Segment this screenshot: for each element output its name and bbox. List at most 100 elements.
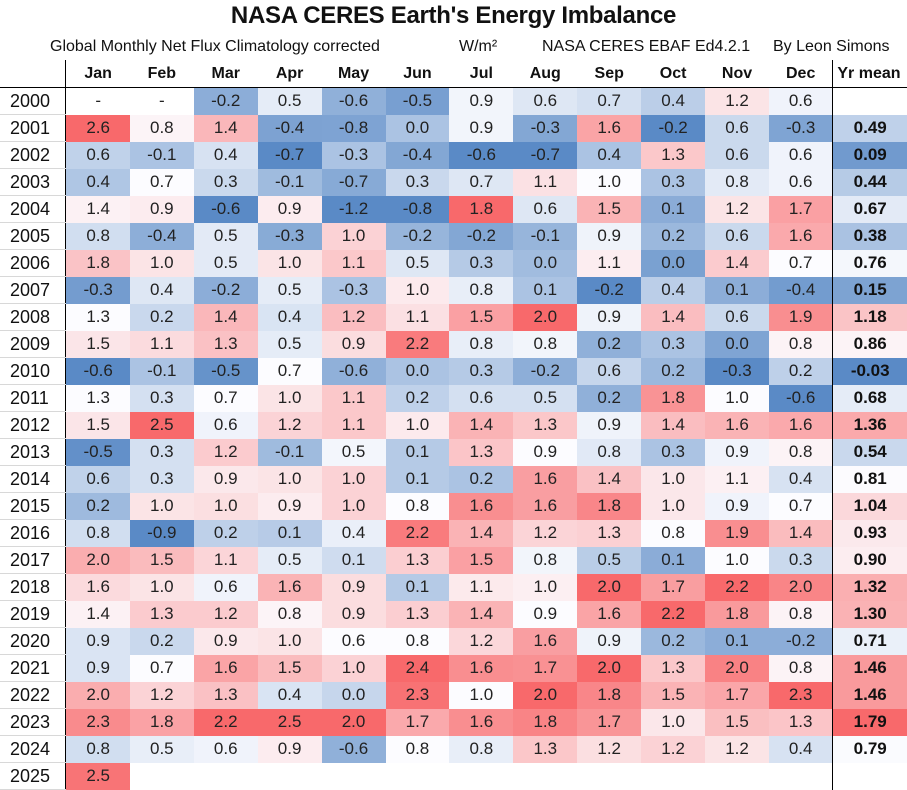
column-header-may: May bbox=[321, 60, 386, 88]
yearly-mean-cell: 0.67 bbox=[832, 195, 907, 223]
heatmap-cell: 0.2 bbox=[768, 357, 833, 385]
heatmap-cell: 0.8 bbox=[513, 546, 578, 574]
heatmap-cell: 1.6 bbox=[449, 708, 514, 736]
heatmap-cell: 1.5 bbox=[65, 411, 130, 439]
yearly-mean-cell: 0.54 bbox=[832, 438, 907, 466]
heatmap-cell: 1.2 bbox=[705, 87, 769, 115]
heatmap-cell: -0.2 bbox=[577, 276, 642, 304]
heatmap-cell: 1.0 bbox=[257, 465, 322, 493]
heatmap-cell: 1.5 bbox=[257, 654, 322, 682]
heatmap-cell: 0.9 bbox=[193, 465, 258, 493]
heatmap-cell: 2.6 bbox=[65, 114, 130, 142]
heatmap-cell: - bbox=[65, 87, 130, 115]
heatmap-cell: 1.3 bbox=[65, 384, 130, 412]
heatmap-cell: 2.5 bbox=[65, 762, 130, 790]
heatmap-cell: 0.0 bbox=[641, 249, 706, 277]
heatmap-cell: 0.1 bbox=[385, 438, 450, 466]
heatmap-cell: 1.6 bbox=[513, 492, 578, 520]
heatmap-cell: 0.5 bbox=[257, 276, 322, 304]
heatmap-cell: 1.3 bbox=[193, 330, 258, 358]
year-label: 2013 bbox=[0, 438, 66, 466]
heatmap-cell: -0.1 bbox=[513, 222, 578, 250]
heatmap-cell: 0.7 bbox=[768, 249, 833, 277]
heatmap-cell: 1.6 bbox=[768, 411, 833, 439]
heatmap-cell: 1.9 bbox=[768, 303, 833, 331]
heatmap-cell: 1.7 bbox=[768, 195, 833, 223]
heatmap-cell: 0.8 bbox=[385, 627, 450, 655]
heatmap-cell: 1.4 bbox=[768, 519, 833, 547]
heatmap-cell: 0.5 bbox=[257, 87, 322, 115]
yearly-mean-cell: 0.49 bbox=[832, 114, 907, 142]
year-label: 2004 bbox=[0, 195, 66, 223]
yearly-mean-cell: 0.90 bbox=[832, 546, 907, 574]
heatmap-cell: 2.0 bbox=[705, 654, 769, 682]
heatmap-cell: -0.2 bbox=[641, 114, 706, 142]
heatmap-cell: -0.3 bbox=[257, 222, 322, 250]
heatmap-cell: 1.6 bbox=[193, 654, 258, 682]
heatmap-cell: 1.0 bbox=[641, 465, 706, 493]
column-header-mar: Mar bbox=[193, 60, 258, 88]
heatmap-cell: 1.0 bbox=[129, 249, 194, 277]
heatmap-cell: 1.0 bbox=[641, 708, 706, 736]
column-header-yr-mean: Yr mean bbox=[832, 60, 907, 88]
year-label: 2010 bbox=[0, 357, 66, 385]
heatmap-cell: 0.5 bbox=[385, 249, 450, 277]
heatmap-cell: 1.4 bbox=[705, 249, 769, 277]
heatmap-cell: 0.4 bbox=[193, 141, 258, 169]
year-label: 2002 bbox=[0, 141, 66, 169]
heatmap-cell: -0.1 bbox=[129, 357, 194, 385]
heatmap-cell: 2.0 bbox=[513, 681, 578, 709]
heatmap-cell: 0.3 bbox=[641, 168, 706, 196]
heatmap-cell: 0.8 bbox=[257, 600, 322, 628]
table-row: 2019 1.4 1.3 1.2 0.8 0.9 1.3 1.4 0.9 1.6 2.2 1.8 0.8… bbox=[0, 600, 907, 628]
heatmap-cell: -0.3 bbox=[705, 357, 769, 385]
heatmap-cell: 1.4 bbox=[641, 411, 706, 439]
yearly-mean-cell: 0.93 bbox=[832, 519, 907, 547]
heatmap-cell: 0.8 bbox=[577, 438, 642, 466]
heatmap-cell: 0.4 bbox=[641, 276, 706, 304]
heatmap-cell: 1.3 bbox=[768, 708, 833, 736]
yearly-mean-cell: 1.46 bbox=[832, 654, 907, 682]
heatmap-cell: 1.2 bbox=[705, 195, 769, 223]
yearly-mean-cell: 0.86 bbox=[832, 330, 907, 358]
table-row: 2009 1.5 1.1 1.3 0.5 0.9 2.2 0.8 0.8 0.2 0.3 0.0 0.8… bbox=[0, 330, 907, 358]
heatmap-cell: 0.9 bbox=[705, 492, 769, 520]
heatmap-cell bbox=[513, 763, 577, 790]
yearly-mean-cell: 0.38 bbox=[832, 222, 907, 250]
heatmap-cell: 0.7 bbox=[257, 357, 322, 385]
heatmap-cell: 1.3 bbox=[641, 654, 706, 682]
year-label: 2006 bbox=[0, 249, 66, 277]
column-header-apr: Apr bbox=[257, 60, 322, 88]
heatmap-cell: 0.9 bbox=[193, 627, 258, 655]
heatmap-cell: -0.3 bbox=[321, 276, 386, 304]
heatmap-cell: 0.8 bbox=[65, 735, 130, 763]
heatmap-cell: 1.5 bbox=[129, 546, 194, 574]
table-row: 2022 2.0 1.2 1.3 0.4 0.0 2.3 1.0 2.0 1.8 1.5 1.7 2.3… bbox=[0, 681, 907, 709]
heatmap-cell: 0.6 bbox=[65, 141, 130, 169]
heatmap-cell: -0.2 bbox=[513, 357, 578, 385]
heatmap-cell: -1.2 bbox=[321, 195, 386, 223]
heatmap-cell: 2.3 bbox=[768, 681, 833, 709]
heatmap-cell: 1.2 bbox=[193, 438, 258, 466]
heatmap-cell: 0.4 bbox=[321, 519, 386, 547]
heatmap-cell bbox=[194, 763, 258, 790]
heatmap-cell: 1.0 bbox=[577, 168, 642, 196]
yearly-mean-cell: 0.81 bbox=[832, 465, 907, 493]
heatmap-table: Jan Feb Mar Apr May Jun Jul Aug Sep Oct Nov Dec Yr m… bbox=[0, 60, 907, 790]
heatmap-cell: -0.2 bbox=[193, 87, 258, 115]
heatmap-cell: 0.8 bbox=[65, 222, 130, 250]
heatmap-cell: 2.2 bbox=[385, 519, 450, 547]
heatmap-cell: -0.3 bbox=[513, 114, 578, 142]
heatmap-cell: -0.2 bbox=[449, 222, 514, 250]
heatmap-cell: 0.5 bbox=[257, 330, 322, 358]
heatmap-cell: 1.0 bbox=[257, 384, 322, 412]
column-header-oct: Oct bbox=[641, 60, 706, 88]
yearly-mean-cell: 1.79 bbox=[832, 708, 907, 736]
heatmap-cell: 0.1 bbox=[385, 465, 450, 493]
heatmap-cell bbox=[449, 763, 513, 790]
heatmap-cell: 0.5 bbox=[193, 222, 258, 250]
heatmap-cell: 1.7 bbox=[385, 708, 450, 736]
table-row: 2003 0.4 0.7 0.3 -0.1 -0.7 0.3 0.7 1.1 1.0 0.3 0.8 0… bbox=[0, 168, 907, 196]
heatmap-cell: 1.3 bbox=[65, 303, 130, 331]
year-label: 2019 bbox=[0, 600, 66, 628]
